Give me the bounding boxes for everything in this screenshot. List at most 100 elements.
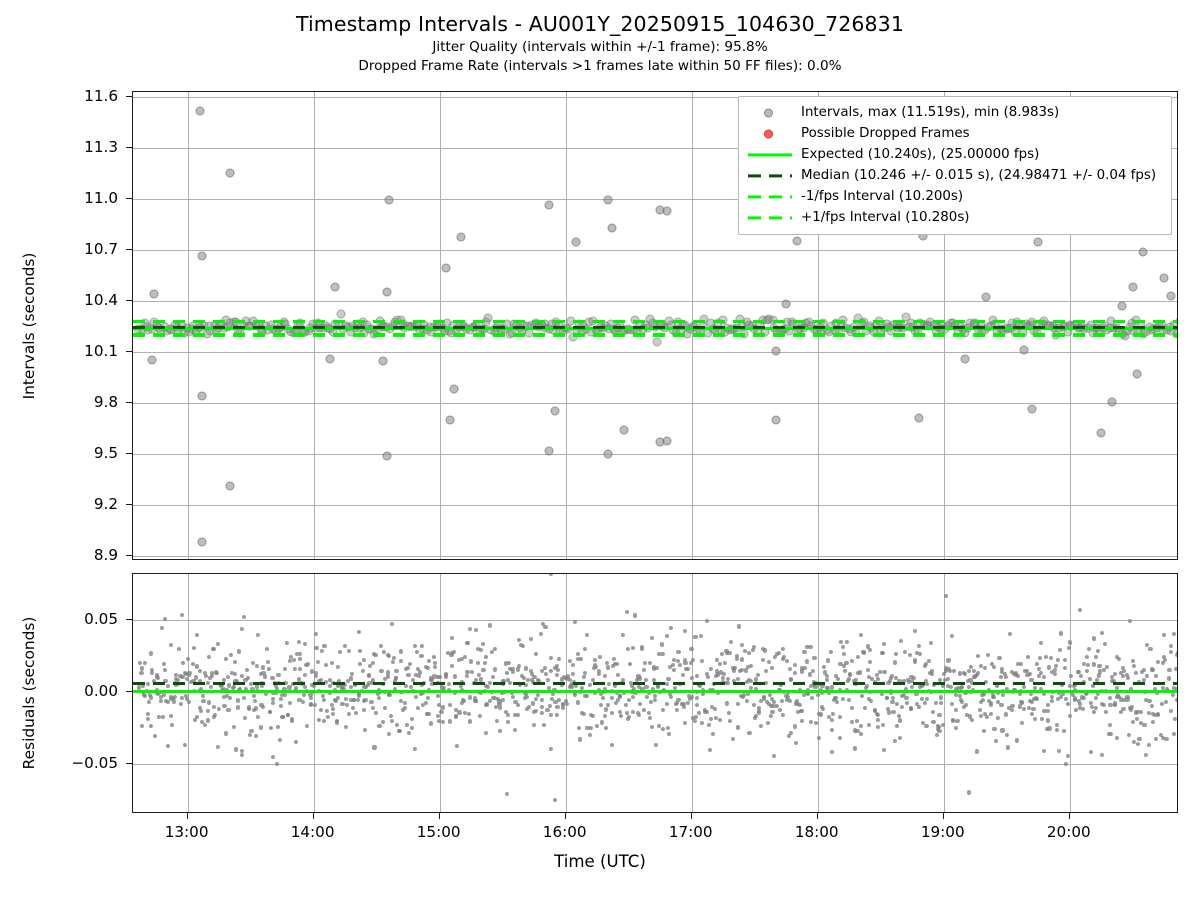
data-point bbox=[952, 668, 957, 673]
y-tick-label: 9.8 bbox=[93, 392, 118, 411]
data-point bbox=[660, 707, 665, 712]
data-point bbox=[209, 670, 214, 675]
data-point bbox=[735, 725, 740, 730]
data-point bbox=[823, 670, 828, 675]
data-point bbox=[168, 694, 173, 700]
data-point bbox=[1093, 655, 1098, 660]
data-point bbox=[1080, 706, 1086, 711]
legend-item-label: Expected (10.240s), (25.00000 fps) bbox=[801, 147, 1040, 162]
data-point bbox=[1058, 631, 1063, 636]
data-point bbox=[207, 700, 212, 705]
data-point bbox=[977, 708, 982, 713]
y-tick-label: 11.3 bbox=[84, 138, 118, 157]
data-point bbox=[798, 687, 803, 692]
data-point bbox=[722, 671, 727, 676]
data-point bbox=[1061, 729, 1066, 734]
data-point bbox=[799, 666, 804, 671]
data-point bbox=[954, 686, 959, 691]
data-point bbox=[1061, 692, 1066, 697]
data-point bbox=[782, 654, 787, 659]
legend-item: +1/fps Interval (10.280s) bbox=[747, 207, 1163, 228]
data-point bbox=[686, 694, 691, 699]
legend-line-solid-icon bbox=[747, 147, 793, 163]
data-point bbox=[321, 697, 326, 702]
data-point bbox=[603, 686, 608, 692]
data-point bbox=[613, 683, 618, 689]
legend-line-dashed-green-icon bbox=[747, 189, 793, 205]
data-point bbox=[1071, 692, 1076, 697]
data-point bbox=[990, 662, 995, 667]
data-point bbox=[145, 716, 150, 721]
gridline-horizontal bbox=[133, 763, 1177, 765]
data-point bbox=[852, 746, 857, 751]
data-point bbox=[602, 713, 607, 718]
data-point bbox=[710, 704, 715, 709]
data-point bbox=[968, 714, 973, 719]
data-point bbox=[492, 646, 497, 651]
data-point bbox=[881, 641, 886, 646]
data-point bbox=[945, 684, 951, 689]
data-point bbox=[769, 696, 774, 701]
data-point bbox=[572, 620, 578, 625]
data-point bbox=[887, 710, 892, 715]
data-point bbox=[432, 674, 437, 679]
data-point bbox=[497, 705, 502, 710]
data-point bbox=[695, 702, 700, 707]
data-point bbox=[1167, 676, 1172, 681]
data-point bbox=[872, 709, 877, 714]
data-point bbox=[371, 678, 376, 683]
data-point bbox=[282, 667, 287, 672]
data-point bbox=[666, 676, 671, 681]
data-point bbox=[437, 675, 442, 680]
data-point bbox=[322, 643, 327, 648]
data-point bbox=[799, 718, 804, 723]
data-point bbox=[916, 705, 921, 710]
data-point bbox=[335, 683, 340, 689]
data-point bbox=[840, 697, 845, 702]
data-point bbox=[1153, 736, 1158, 741]
data-point bbox=[345, 702, 350, 707]
data-point bbox=[979, 664, 984, 669]
data-point bbox=[447, 719, 452, 724]
data-point bbox=[874, 672, 879, 677]
data-point bbox=[1019, 720, 1024, 725]
data-point bbox=[698, 683, 703, 688]
data-point bbox=[972, 668, 977, 673]
data-point bbox=[967, 668, 972, 673]
data-point bbox=[882, 670, 887, 675]
data-point bbox=[484, 702, 489, 707]
data-point bbox=[807, 672, 813, 677]
data-point bbox=[567, 659, 572, 664]
data-point bbox=[834, 673, 839, 678]
data-point bbox=[785, 659, 790, 664]
data-point bbox=[203, 673, 208, 678]
data-point bbox=[394, 676, 399, 681]
data-point bbox=[769, 666, 774, 671]
gridline-horizontal bbox=[133, 555, 1177, 558]
data-point bbox=[1053, 667, 1058, 672]
data-point bbox=[1017, 704, 1022, 709]
data-point bbox=[876, 725, 881, 730]
data-point bbox=[813, 721, 818, 726]
data-point bbox=[727, 650, 732, 655]
data-point bbox=[487, 699, 492, 704]
data-point bbox=[704, 618, 709, 624]
data-point bbox=[793, 724, 798, 729]
data-point bbox=[771, 754, 776, 759]
legend-item-label: -1/fps Interval (10.200s) bbox=[801, 189, 964, 204]
data-point bbox=[338, 650, 343, 655]
data-point-outlier bbox=[195, 106, 205, 116]
data-point bbox=[820, 707, 825, 712]
data-point bbox=[963, 671, 968, 676]
data-point bbox=[894, 676, 899, 681]
data-point bbox=[1127, 732, 1132, 737]
data-point bbox=[1162, 633, 1167, 638]
y-tick-mark bbox=[126, 503, 132, 506]
data-point bbox=[412, 644, 417, 649]
data-point bbox=[454, 707, 459, 712]
data-point bbox=[224, 731, 229, 736]
data-point bbox=[1029, 691, 1034, 696]
data-point bbox=[595, 723, 600, 728]
data-point bbox=[393, 678, 398, 683]
data-point bbox=[916, 643, 921, 648]
